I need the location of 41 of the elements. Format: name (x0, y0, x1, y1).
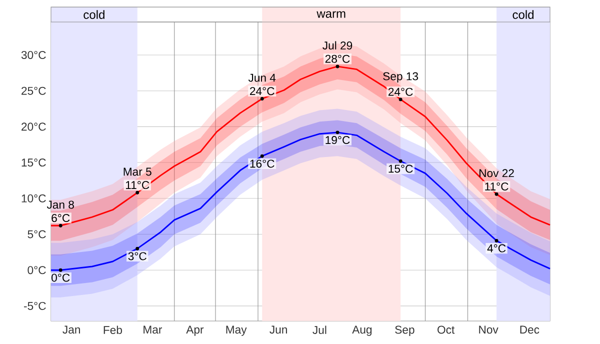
annotation: 3°C (128, 252, 146, 260)
y-tick-label: 25°C (22, 86, 46, 95)
annotation: 16°C (250, 160, 274, 168)
band-label: warm (316, 11, 346, 18)
y-tick-label: 5°C (28, 230, 46, 238)
annotation: 4°C (487, 244, 506, 252)
x-tick-label: Jan (62, 326, 80, 334)
annotation: Sep 13 (383, 72, 418, 82)
x-tick-label: Jun (270, 326, 287, 334)
annotation: 6°C (52, 214, 70, 222)
y-tick-label: -5°C (24, 302, 46, 310)
x-tick-label: Oct (438, 326, 455, 334)
annotation: Jun 4 (248, 74, 276, 82)
annotation: 0°C (52, 274, 70, 282)
x-tick-label: Mar (144, 326, 162, 334)
x-tick-label: Feb (104, 326, 122, 334)
annotation: 24°C (250, 87, 274, 96)
x-tick-label: Jul (312, 326, 326, 334)
y-tick-label: 20°C (22, 122, 46, 131)
annotation: 15°C (388, 164, 413, 173)
y-tick-label: 0°C (28, 266, 46, 274)
annotation: Nov 22 (480, 169, 514, 178)
annotation: 24°C (388, 88, 413, 96)
x-tick-label: Dec (520, 326, 540, 334)
annotation: Jan 8 (46, 200, 74, 209)
annotation: 11°C (485, 182, 508, 190)
y-tick-label: 15°C (22, 158, 46, 167)
x-tick-label: Aug (352, 326, 372, 336)
annotation: Jul 29 (322, 41, 352, 50)
x-tick-label: Apr (186, 326, 204, 336)
annotation: Mar 5 (124, 168, 152, 176)
annotation: 11°C (126, 181, 150, 190)
annotation: 19°C (326, 136, 350, 144)
y-tick-label: 10°C (22, 194, 46, 202)
x-tick-label: May (226, 326, 247, 336)
x-tick-label: Sep (395, 326, 414, 336)
annotation: 28°C (325, 54, 350, 63)
band-label: cold (512, 10, 534, 19)
band-label: cold (84, 10, 104, 19)
y-tick-label: 30°C (21, 50, 46, 59)
x-tick-label: Nov (479, 326, 498, 334)
